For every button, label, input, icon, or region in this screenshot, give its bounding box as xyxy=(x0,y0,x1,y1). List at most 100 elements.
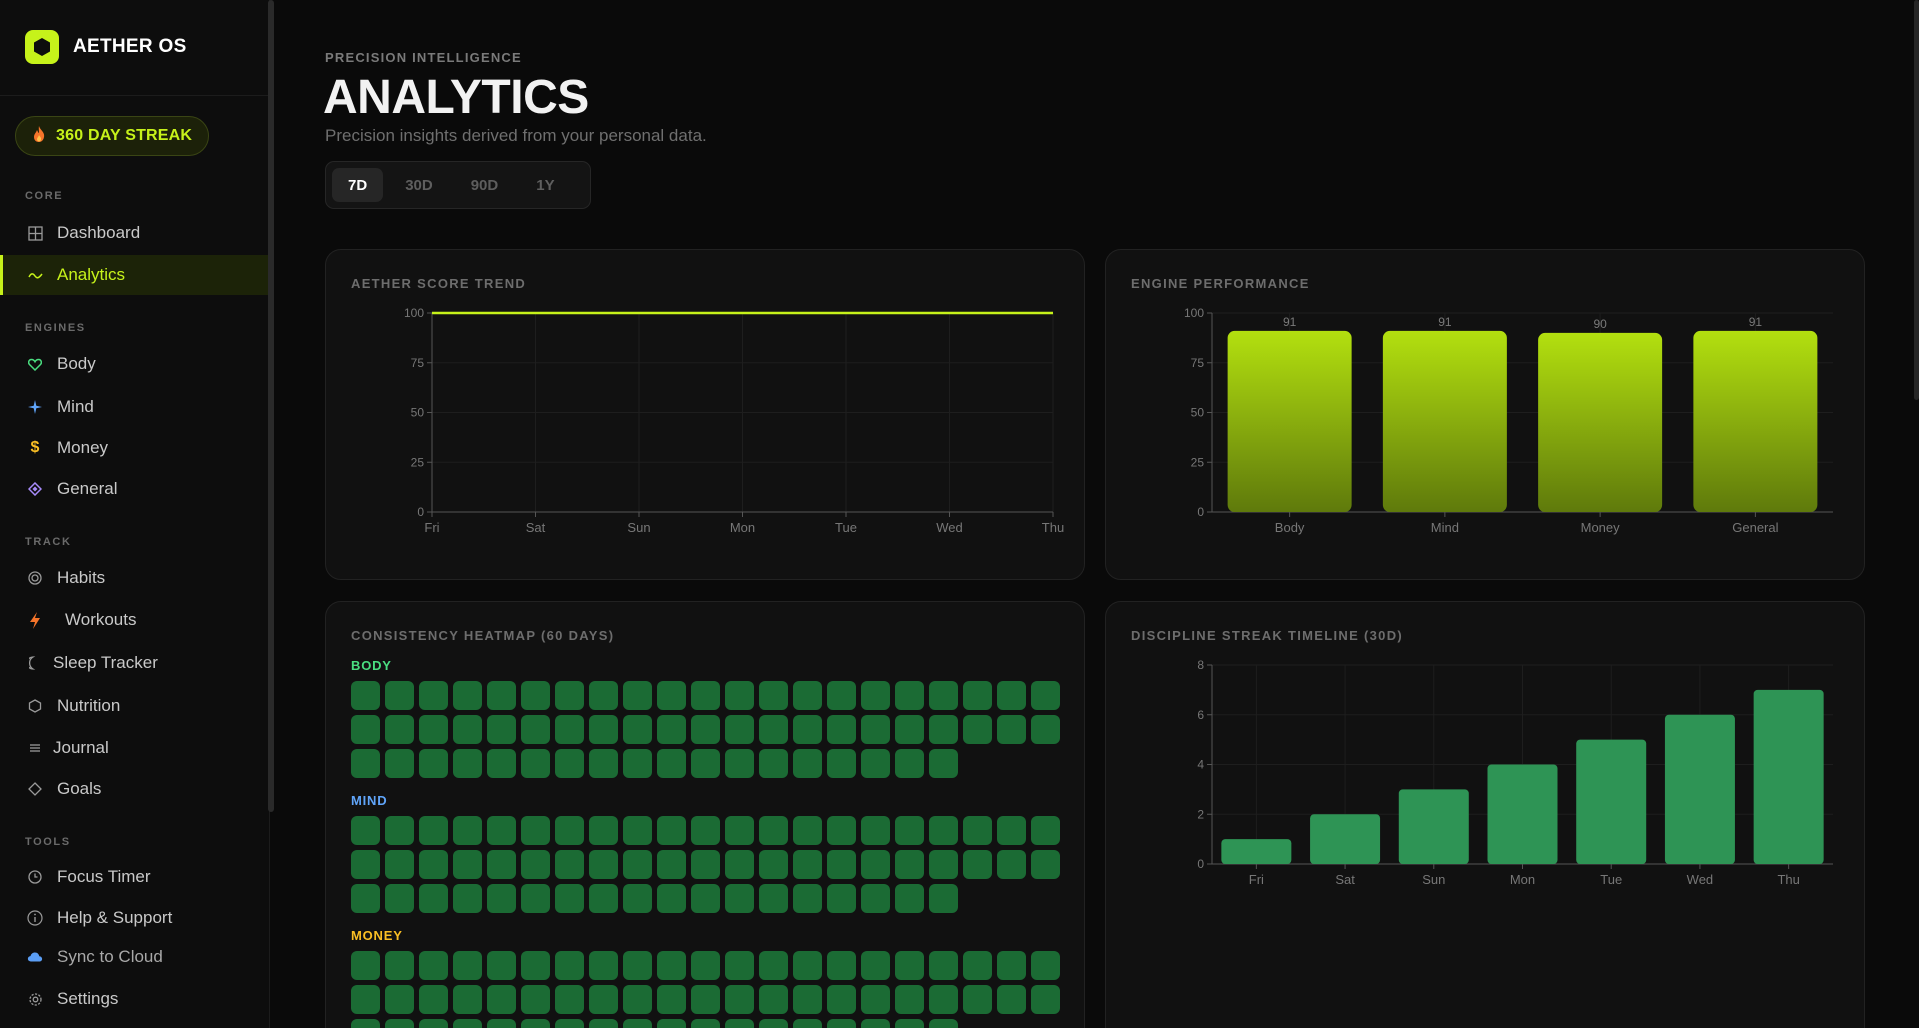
heatmap-cell[interactable] xyxy=(895,816,924,845)
heatmap-cell[interactable] xyxy=(997,681,1026,710)
sidebar-item-habits[interactable]: Habits xyxy=(0,558,268,598)
sidebar-item-money[interactable]: $ Money xyxy=(0,428,268,468)
heatmap-cell[interactable] xyxy=(759,1019,788,1028)
heatmap-cell[interactable] xyxy=(623,816,652,845)
heatmap-cell[interactable] xyxy=(929,951,958,980)
heatmap-cell[interactable] xyxy=(793,749,822,778)
heatmap-cell[interactable] xyxy=(419,850,448,879)
heatmap-cell[interactable] xyxy=(1031,816,1060,845)
heatmap-cell[interactable] xyxy=(827,749,856,778)
heatmap-cell[interactable] xyxy=(419,985,448,1014)
heatmap-cell[interactable] xyxy=(555,816,584,845)
heatmap-cell[interactable] xyxy=(793,884,822,913)
heatmap-cell[interactable] xyxy=(623,681,652,710)
tab-90d[interactable]: 90D xyxy=(470,176,499,194)
heatmap-cell[interactable] xyxy=(691,850,720,879)
heatmap-cell[interactable] xyxy=(623,715,652,744)
heatmap-cell[interactable] xyxy=(997,816,1026,845)
sidebar-item-help-support[interactable]: Help & Support xyxy=(0,898,268,938)
heatmap-cell[interactable] xyxy=(623,850,652,879)
heatmap-cell[interactable] xyxy=(997,951,1026,980)
sidebar-item-general[interactable]: General xyxy=(0,469,268,509)
heatmap-cell[interactable] xyxy=(657,850,686,879)
heatmap-cell[interactable] xyxy=(861,951,890,980)
heatmap-cell[interactable] xyxy=(759,749,788,778)
heatmap-cell[interactable] xyxy=(589,884,618,913)
heatmap-cell[interactable] xyxy=(657,749,686,778)
heatmap-cell[interactable] xyxy=(827,985,856,1014)
heatmap-cell[interactable] xyxy=(759,715,788,744)
heatmap-cell[interactable] xyxy=(351,681,380,710)
heatmap-cell[interactable] xyxy=(487,1019,516,1028)
heatmap-cell[interactable] xyxy=(351,749,380,778)
heatmap-cell[interactable] xyxy=(351,1019,380,1028)
heatmap-cell[interactable] xyxy=(487,681,516,710)
heatmap-cell[interactable] xyxy=(385,749,414,778)
heatmap-cell[interactable] xyxy=(827,816,856,845)
heatmap-cell[interactable] xyxy=(657,715,686,744)
heatmap-cell[interactable] xyxy=(861,884,890,913)
heatmap-cell[interactable] xyxy=(351,715,380,744)
heatmap-cell[interactable] xyxy=(1031,985,1060,1014)
heatmap-cell[interactable] xyxy=(453,985,482,1014)
heatmap-cell[interactable] xyxy=(963,850,992,879)
heatmap-cell[interactable] xyxy=(895,1019,924,1028)
brand[interactable]: AETHER OS xyxy=(25,30,187,64)
heatmap-cell[interactable] xyxy=(963,715,992,744)
heatmap-cell[interactable] xyxy=(793,1019,822,1028)
heatmap-cell[interactable] xyxy=(929,749,958,778)
heatmap-cell[interactable] xyxy=(1031,681,1060,710)
sidebar-item-body[interactable]: Body xyxy=(0,344,268,384)
main-scrollbar[interactable] xyxy=(1914,0,1919,400)
heatmap-cell[interactable] xyxy=(929,715,958,744)
heatmap-cell[interactable] xyxy=(555,850,584,879)
heatmap-cell[interactable] xyxy=(623,951,652,980)
heatmap-cell[interactable] xyxy=(759,850,788,879)
heatmap-cell[interactable] xyxy=(657,985,686,1014)
heatmap-cell[interactable] xyxy=(827,715,856,744)
heatmap-cell[interactable] xyxy=(997,715,1026,744)
heatmap-cell[interactable] xyxy=(385,884,414,913)
sidebar-item-analytics[interactable]: Analytics xyxy=(0,255,268,295)
sidebar-item-nutrition[interactable]: Nutrition xyxy=(0,686,268,726)
heatmap-cell[interactable] xyxy=(793,681,822,710)
heatmap-cell[interactable] xyxy=(827,681,856,710)
heatmap-cell[interactable] xyxy=(895,884,924,913)
heatmap-cell[interactable] xyxy=(419,951,448,980)
heatmap-cell[interactable] xyxy=(589,850,618,879)
heatmap-cell[interactable] xyxy=(929,884,958,913)
heatmap-cell[interactable] xyxy=(895,985,924,1014)
heatmap-cell[interactable] xyxy=(963,816,992,845)
heatmap-cell[interactable] xyxy=(521,951,550,980)
heatmap-cell[interactable] xyxy=(657,681,686,710)
heatmap-cell[interactable] xyxy=(929,1019,958,1028)
heatmap-cell[interactable] xyxy=(929,985,958,1014)
heatmap-cell[interactable] xyxy=(725,816,754,845)
heatmap-cell[interactable] xyxy=(759,884,788,913)
heatmap-cell[interactable] xyxy=(351,850,380,879)
heatmap-cell[interactable] xyxy=(657,884,686,913)
tab-1y[interactable]: 1Y xyxy=(536,176,555,194)
sidebar-item-settings[interactable]: Settings xyxy=(0,979,268,1019)
heatmap-cell[interactable] xyxy=(691,884,720,913)
heatmap-cell[interactable] xyxy=(453,1019,482,1028)
heatmap-cell[interactable] xyxy=(487,884,516,913)
heatmap-cell[interactable] xyxy=(555,951,584,980)
heatmap-cell[interactable] xyxy=(521,749,550,778)
heatmap-cell[interactable] xyxy=(657,951,686,980)
heatmap-cell[interactable] xyxy=(861,681,890,710)
heatmap-cell[interactable] xyxy=(725,850,754,879)
heatmap-cell[interactable] xyxy=(385,1019,414,1028)
heatmap-cell[interactable] xyxy=(827,951,856,980)
heatmap-cell[interactable] xyxy=(385,985,414,1014)
heatmap-cell[interactable] xyxy=(555,715,584,744)
heatmap-cell[interactable] xyxy=(861,749,890,778)
heatmap-cell[interactable] xyxy=(589,715,618,744)
heatmap-cell[interactable] xyxy=(963,681,992,710)
heatmap-cell[interactable] xyxy=(487,816,516,845)
heatmap-cell[interactable] xyxy=(793,850,822,879)
heatmap-cell[interactable] xyxy=(759,681,788,710)
sidebar-item-focus-timer[interactable]: Focus Timer xyxy=(0,857,268,897)
heatmap-cell[interactable] xyxy=(521,884,550,913)
heatmap-cell[interactable] xyxy=(555,1019,584,1028)
